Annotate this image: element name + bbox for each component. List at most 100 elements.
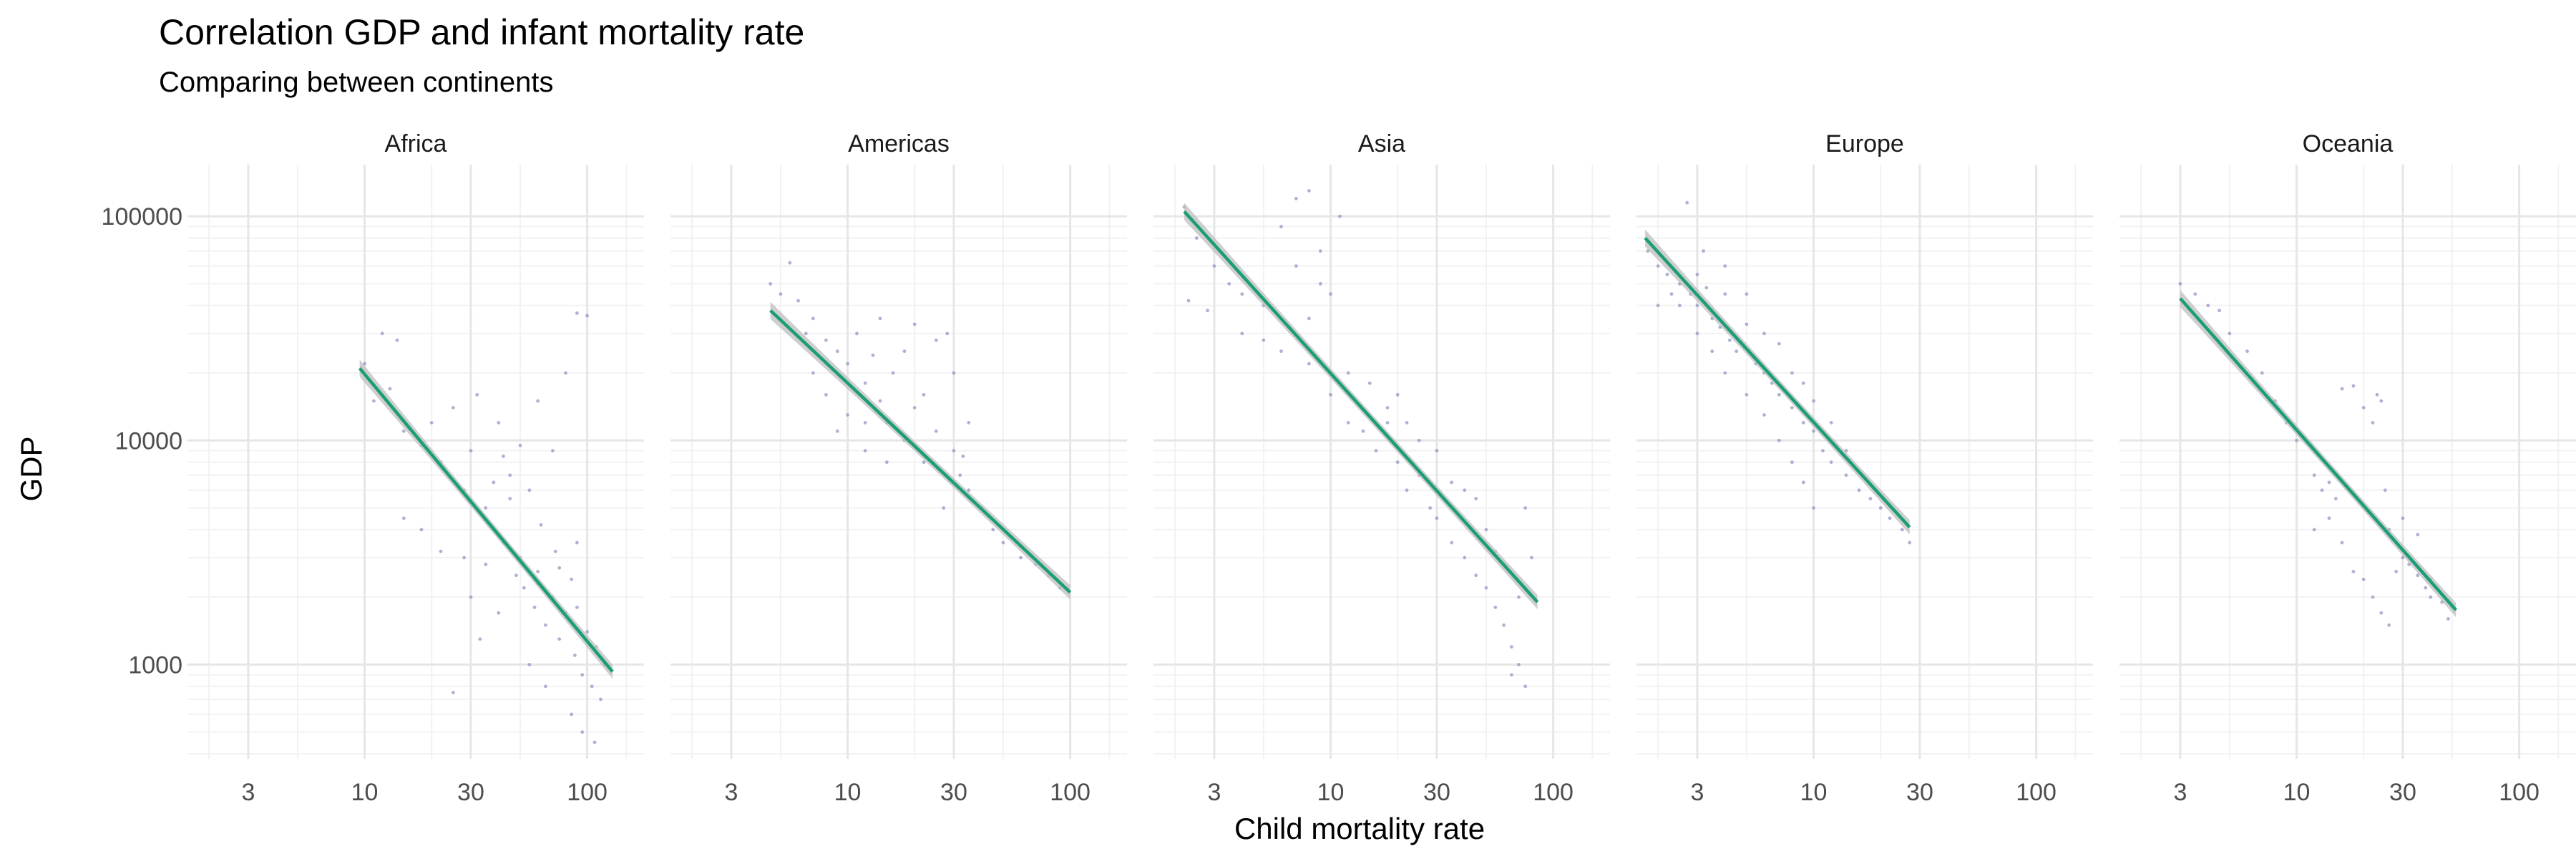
data-point <box>1745 392 1749 397</box>
data-point <box>570 712 574 717</box>
data-point <box>1502 623 1506 627</box>
data-point <box>2371 421 2375 424</box>
facet-label: Asia <box>1358 130 1405 157</box>
regression-line <box>1644 236 1911 529</box>
data-point <box>388 387 392 391</box>
data-point <box>846 361 849 366</box>
data-point <box>1227 282 1231 286</box>
data-point <box>1484 528 1488 532</box>
data-point <box>2416 533 2420 537</box>
data-point <box>1318 282 1322 286</box>
data-point <box>1844 473 1848 477</box>
data-point <box>1656 264 1660 268</box>
data-point <box>1857 488 1861 492</box>
data-point <box>527 488 532 492</box>
data-point <box>1704 286 1709 290</box>
data-point <box>1777 392 1781 397</box>
data-point <box>1329 292 1332 296</box>
data-point <box>1900 528 1904 532</box>
data-point <box>1405 421 1409 424</box>
data-point <box>1367 381 1372 385</box>
data-point <box>451 691 455 694</box>
data-point <box>2361 577 2366 581</box>
data-point <box>878 316 882 321</box>
data-point <box>1517 595 1521 599</box>
data-point <box>1474 497 1478 500</box>
facet-label: Africa <box>385 130 447 157</box>
data-point <box>1206 309 1209 313</box>
data-point <box>2351 384 2356 388</box>
facet-label: Americas <box>848 130 950 157</box>
data-point <box>804 331 808 336</box>
data-point <box>2206 304 2210 308</box>
data-point <box>2327 516 2331 520</box>
panel-oceania: Oceania 3 10 30 100 <box>2119 130 2576 806</box>
data-point <box>1395 460 1400 465</box>
data-point <box>544 623 547 627</box>
data-point <box>1745 322 1749 326</box>
data-point <box>1329 392 1332 397</box>
data-point <box>945 331 950 336</box>
data-point <box>769 282 773 286</box>
data-point <box>1417 438 1421 442</box>
facet-label: Oceania <box>2303 130 2394 157</box>
data-point <box>1294 196 1298 200</box>
data-point <box>1307 316 1311 321</box>
x-tick-label: 30 <box>2389 779 2416 806</box>
x-tick-label: 30 <box>457 779 484 806</box>
data-point <box>553 549 557 553</box>
data-point <box>557 566 562 570</box>
data-point <box>863 381 867 385</box>
data-point <box>1019 555 1023 560</box>
x-tick-label: 10 <box>1800 779 1828 806</box>
data-point <box>1829 460 1833 465</box>
data-point <box>1702 249 1706 253</box>
data-point <box>580 730 585 734</box>
data-point <box>1868 497 1873 500</box>
data-point <box>1484 586 1488 590</box>
data-point <box>502 454 505 458</box>
data-point <box>2351 570 2356 573</box>
x-tick-label: 3 <box>1690 779 1704 806</box>
data-point <box>575 311 579 315</box>
data-point <box>991 528 995 532</box>
data-point <box>952 449 956 453</box>
data-point <box>497 611 501 615</box>
data-point <box>1463 555 1467 560</box>
chart-subtitle: Comparing between continents <box>159 67 553 98</box>
data-point <box>824 392 828 397</box>
data-point <box>2383 488 2387 492</box>
data-point <box>564 371 567 375</box>
data-point <box>1829 421 1833 424</box>
data-point <box>1523 684 1528 689</box>
data-point <box>2371 595 2375 599</box>
data-point <box>1338 214 1342 218</box>
data-point <box>572 654 577 657</box>
data-point <box>1695 273 1699 276</box>
data-point <box>1723 292 1727 296</box>
data-point <box>1812 506 1815 510</box>
data-point <box>544 684 547 689</box>
data-point <box>2416 573 2420 578</box>
data-point <box>961 454 965 458</box>
data-point <box>855 331 859 336</box>
data-point <box>952 371 956 375</box>
data-point <box>401 516 406 520</box>
data-point <box>1812 399 1815 403</box>
data-point <box>2312 528 2316 532</box>
data-point <box>967 488 971 492</box>
data-point <box>580 673 585 677</box>
data-point <box>1385 421 1390 424</box>
data-point <box>380 331 384 336</box>
x-tick-label: 30 <box>1423 779 1450 806</box>
data-point <box>1530 555 1533 560</box>
data-point <box>1240 292 1244 296</box>
data-point <box>1517 663 1521 666</box>
data-point <box>372 399 376 403</box>
data-point <box>835 349 839 354</box>
panel-africa: Africa 3 10 30 100 <box>187 130 644 806</box>
x-tick-label: 3 <box>724 779 738 806</box>
data-point <box>2333 497 2338 500</box>
data-point <box>508 497 512 500</box>
data-point <box>2361 406 2366 409</box>
